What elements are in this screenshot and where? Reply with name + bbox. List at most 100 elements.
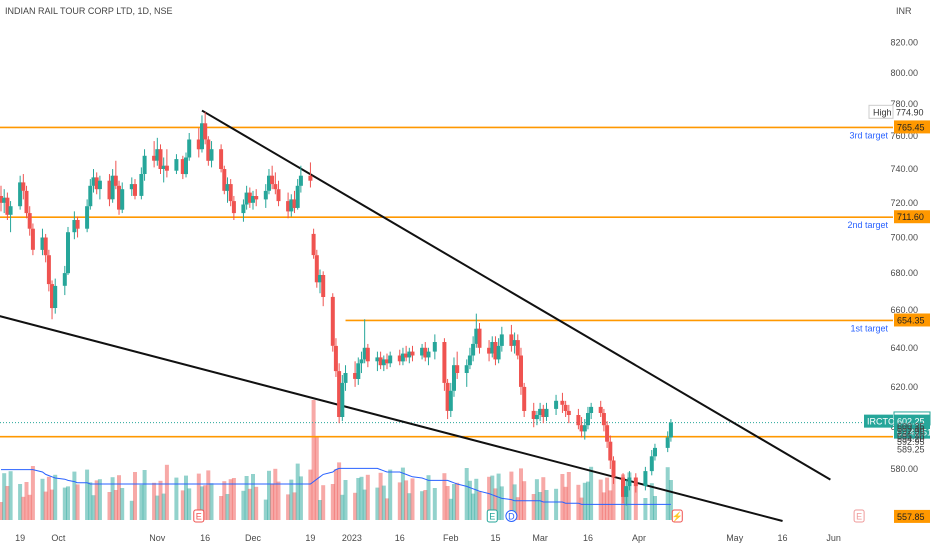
- candle-body: [66, 232, 70, 274]
- volume-bar: [605, 477, 610, 520]
- volume-bar: [321, 485, 326, 520]
- candle-body: [493, 342, 498, 360]
- time-tick-label: 16: [778, 533, 788, 543]
- candle-body: [515, 340, 520, 356]
- volume-bar: [117, 475, 121, 520]
- volume-bar: [343, 480, 348, 520]
- candle-body: [18, 182, 23, 207]
- event-marker-letter: D: [508, 512, 515, 522]
- candle-body: [251, 196, 255, 203]
- time-tick-label: Oct: [51, 533, 66, 543]
- volume-bar: [509, 471, 514, 520]
- volume-bar: [410, 478, 415, 520]
- candle-body: [91, 177, 96, 186]
- volume-bar: [247, 488, 252, 520]
- volume-bar: [668, 480, 673, 520]
- volume-bar: [43, 491, 48, 520]
- volume-bar: [633, 485, 638, 520]
- volume-bar: [219, 496, 224, 520]
- candle-body: [133, 184, 137, 196]
- volume-bar: [337, 462, 342, 520]
- volume-bar: [538, 492, 543, 520]
- volume-bar: [519, 468, 523, 520]
- candle-body: [8, 206, 13, 215]
- price-tag-box: [894, 509, 930, 523]
- volume-bar: [442, 473, 447, 520]
- candle-body: [378, 357, 383, 366]
- candle-body: [72, 220, 77, 233]
- level-lines-layer: 3rd target 2nd target 1st target: [0, 126, 893, 438]
- candle-body: [5, 197, 10, 215]
- candle-body: [541, 408, 546, 417]
- volume-bar: [400, 467, 405, 520]
- event-marker-letter: ⚡: [672, 511, 683, 523]
- earnings-marker: [193, 509, 205, 523]
- candle-body: [241, 204, 246, 214]
- volume-bar: [448, 498, 453, 520]
- candle-body: [668, 422, 673, 438]
- candle-body: [471, 343, 476, 356]
- volume-bar: [586, 481, 590, 520]
- candle-body: [270, 175, 275, 185]
- candle-body: [534, 415, 539, 420]
- time-tick-label: 19: [15, 533, 25, 543]
- candle-body: [43, 237, 48, 256]
- event-markers-layer: E E D ⚡ E: [193, 509, 865, 523]
- time-axis[interactable]: 19 Oct Nov 16 Dec 19 2023 16 Feb 15 Mar 16 Apr May 16 J…: [15, 533, 841, 543]
- candle-body: [400, 353, 405, 362]
- volume-bar: [206, 470, 211, 520]
- price-tag: 597.90: [897, 427, 925, 437]
- candle-body: [624, 486, 629, 497]
- volume-bar: [330, 484, 335, 520]
- volume-bar: [30, 466, 35, 520]
- volume-bar: [225, 494, 230, 520]
- candle-body: [110, 175, 115, 200]
- volume-bar: [110, 477, 115, 520]
- high-tag-label: High: [873, 107, 892, 117]
- candle-body: [286, 201, 291, 212]
- volume-bar: [209, 483, 214, 520]
- volume-bar: [139, 484, 144, 520]
- candle-body: [633, 477, 638, 487]
- volume-bar: [129, 500, 134, 520]
- candle-body: [40, 237, 45, 250]
- candle-body: [308, 175, 313, 181]
- candle-body: [158, 149, 163, 169]
- candle-body: [318, 275, 322, 283]
- candle-body: [113, 175, 118, 186]
- candle-body: [579, 425, 584, 432]
- volume-bar: [46, 476, 51, 520]
- candle-body: [225, 184, 230, 191]
- dividend-marker: [505, 510, 518, 522]
- volume-bar: [263, 499, 268, 520]
- candle-body: [420, 347, 425, 356]
- candle-body: [263, 190, 268, 200]
- volume-bar: [267, 470, 271, 520]
- volume-bar: [27, 494, 32, 520]
- volume-bar: [161, 493, 166, 520]
- candle-body: [289, 199, 294, 212]
- level-price-tag-bg: [894, 313, 930, 327]
- volume-bar: [566, 472, 571, 520]
- candle-body: [200, 123, 204, 150]
- volume-bar: [420, 491, 425, 520]
- volume-bar: [643, 498, 648, 520]
- volume-bar: [298, 476, 303, 520]
- candle-body: [152, 155, 157, 161]
- volume-bar: [184, 475, 188, 520]
- candle-body: [522, 386, 527, 411]
- volume-bar: [62, 487, 67, 520]
- candle-body: [404, 353, 409, 358]
- price-tick-label: 640.00: [890, 343, 918, 353]
- candle-body: [276, 189, 281, 202]
- candle-body: [164, 165, 169, 171]
- candle-body: [97, 180, 102, 190]
- candle-body: [538, 408, 543, 415]
- candle-body: [388, 355, 393, 364]
- candle-body: [467, 355, 472, 366]
- candle-body: [187, 139, 192, 158]
- volume-bar: [273, 468, 278, 520]
- candle-body: [50, 284, 54, 309]
- price-axis[interactable]: 580.00600.00620.00640.00660.00680.00700.…: [890, 38, 918, 474]
